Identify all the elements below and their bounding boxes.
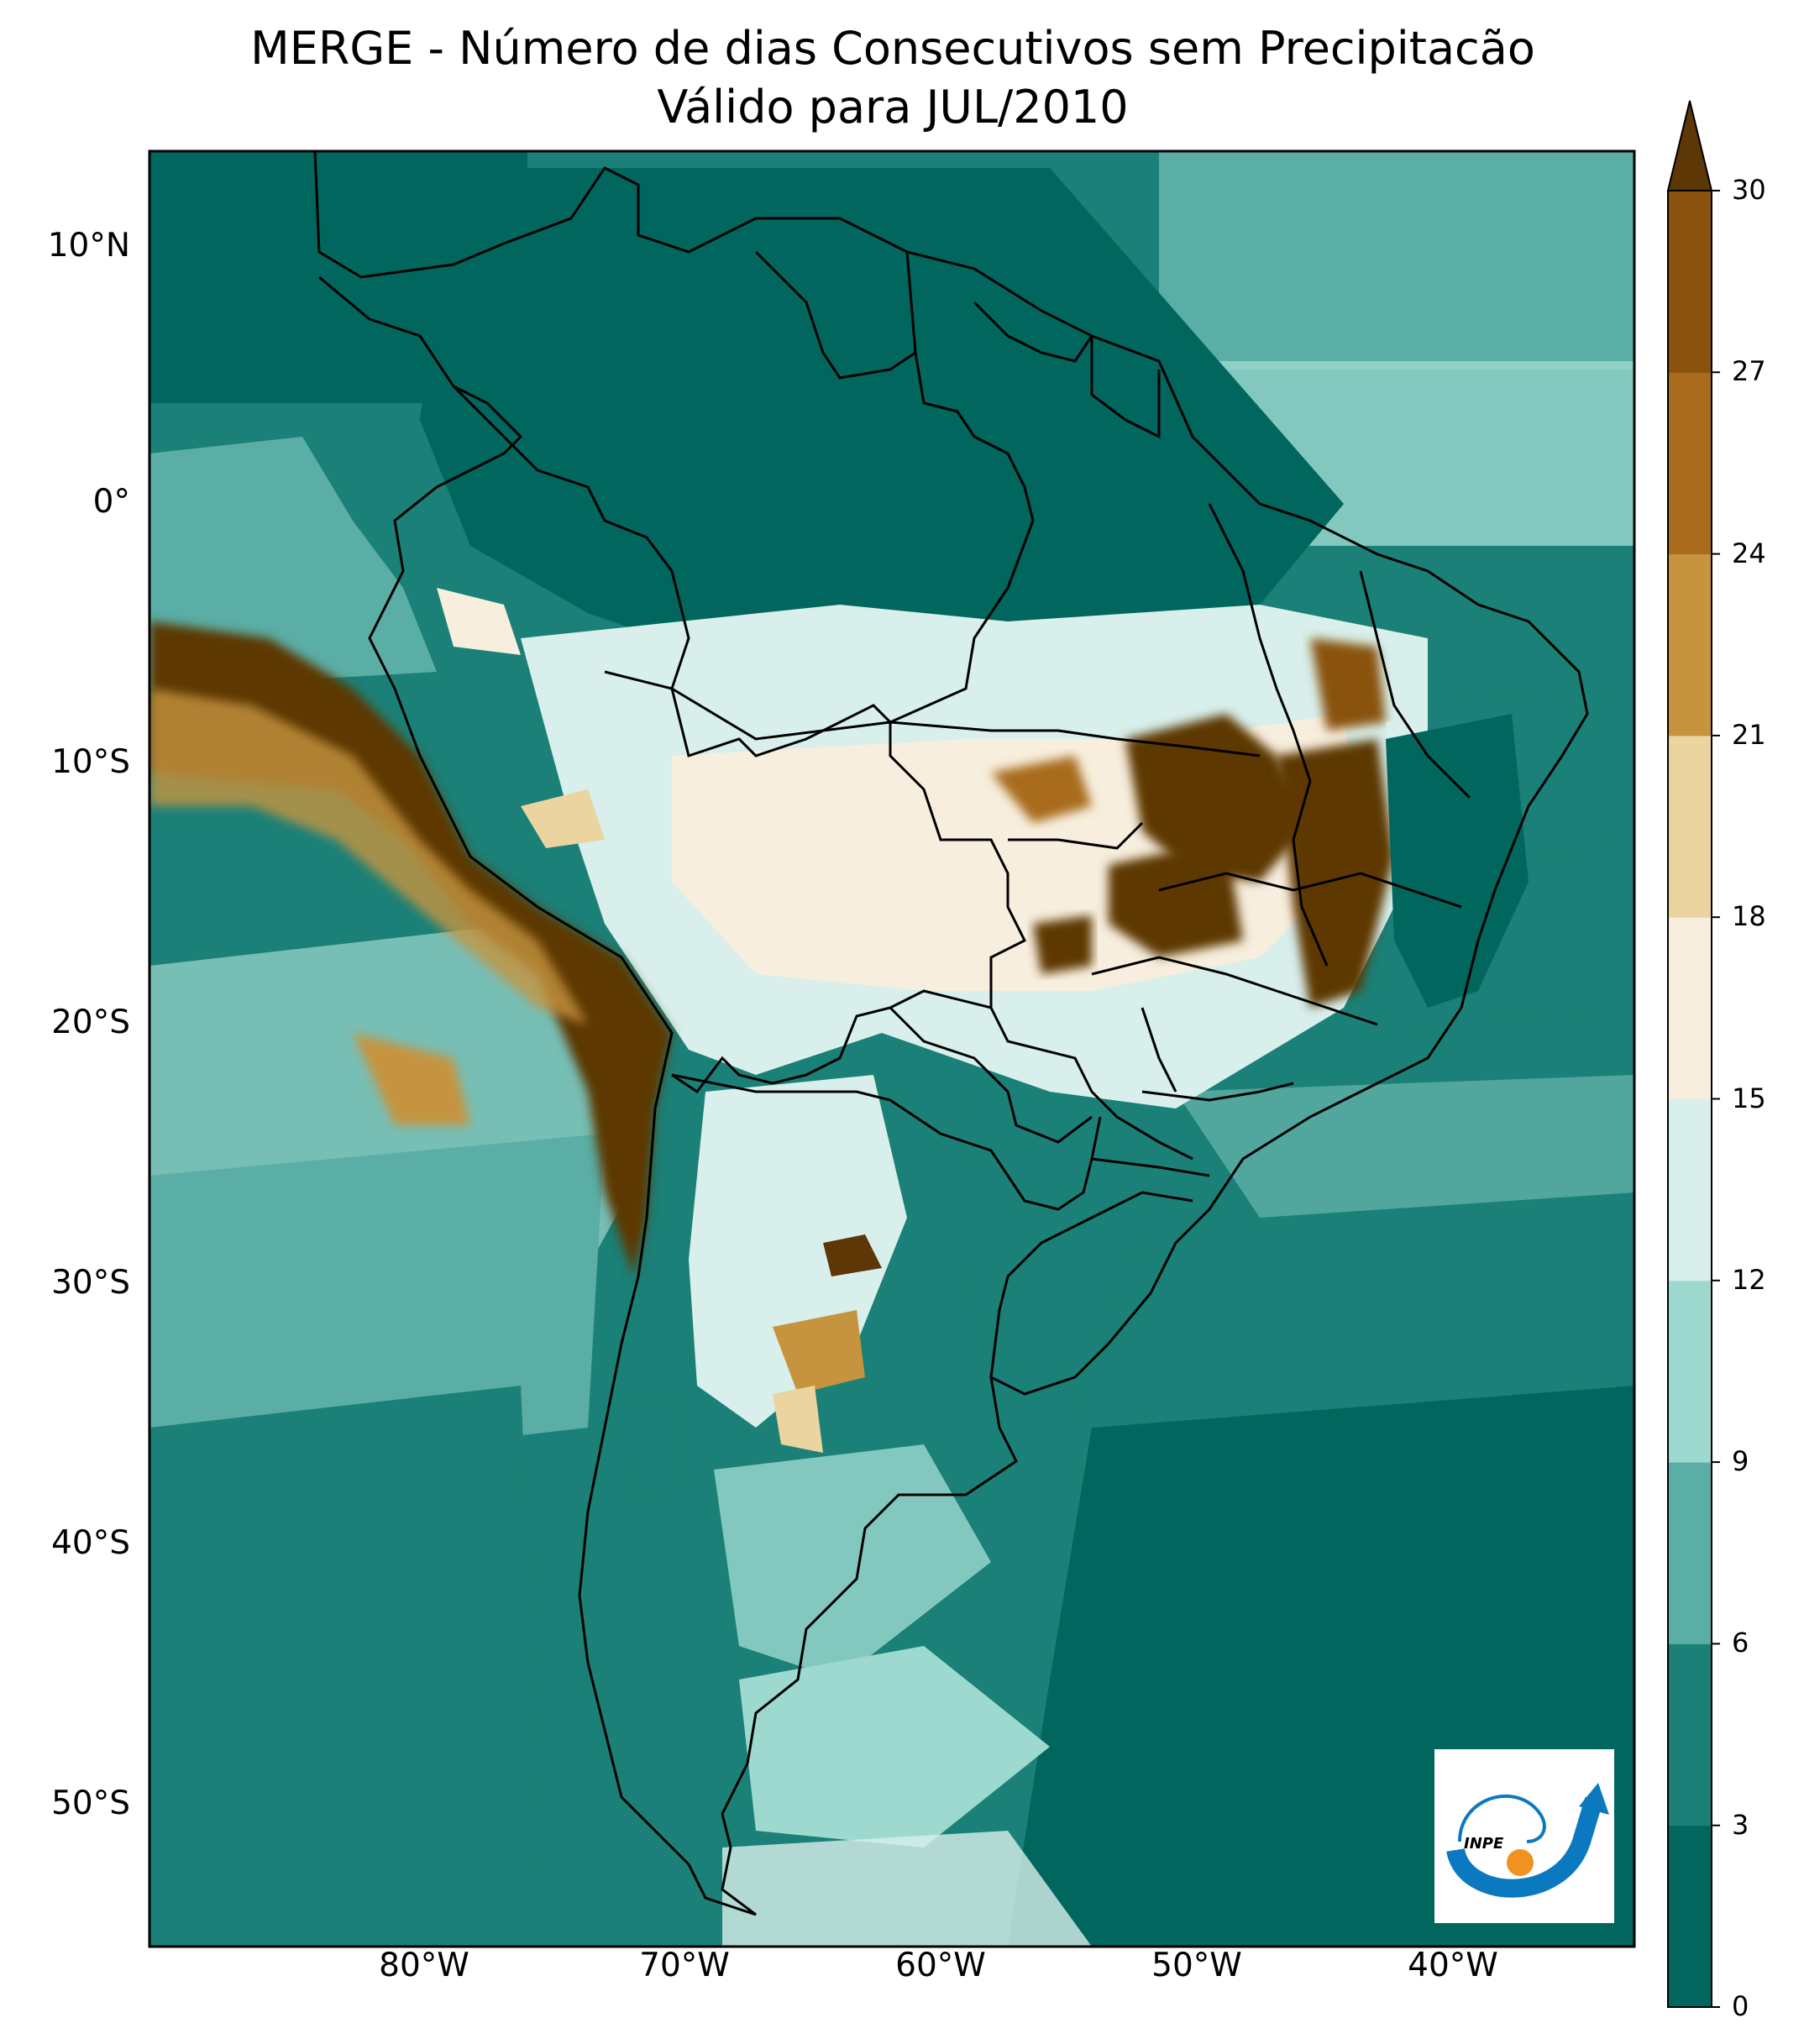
colorbar-segment bbox=[1668, 553, 1712, 736]
lat-tick-label: 50°S bbox=[51, 1785, 130, 1822]
colorbar-tick-label: 24 bbox=[1732, 537, 1766, 569]
country-borders bbox=[313, 151, 1589, 1916]
lat-tick-label: 40°S bbox=[51, 1524, 130, 1562]
lon-tick-label: 40°W bbox=[1408, 1947, 1498, 1984]
colorbar-segment bbox=[1668, 1825, 1712, 2008]
lat-tick-label: 10°N bbox=[47, 227, 130, 265]
lat-tick-label: 30°S bbox=[51, 1264, 130, 1302]
colorbar-segment bbox=[1668, 1098, 1712, 1281]
lat-tick-label: 10°S bbox=[51, 743, 130, 781]
colorbar-tick-label: 18 bbox=[1732, 900, 1766, 933]
inpe-logo-icon: INPE bbox=[1446, 1783, 1609, 1898]
precipitation-field bbox=[149, 151, 1634, 1947]
colorbar-tick-label: 15 bbox=[1732, 1082, 1766, 1114]
inpe-logo: INPE bbox=[1434, 1749, 1614, 1923]
colorbar-tick-label: 30 bbox=[1732, 174, 1766, 206]
colorbar-tick-label: 3 bbox=[1732, 1808, 1749, 1841]
colorbar-segment bbox=[1668, 191, 1712, 373]
lon-tick-label: 60°W bbox=[895, 1947, 986, 1984]
lon-tick-label: 80°W bbox=[379, 1947, 469, 1984]
colorbar-tick-label: 9 bbox=[1732, 1445, 1749, 1478]
logo-text: INPE bbox=[1464, 1835, 1504, 1853]
colorbar-segment bbox=[1668, 735, 1712, 918]
map-subtitle: Válido para JUL/2010 bbox=[657, 81, 1129, 134]
colorbar-segment bbox=[1668, 372, 1712, 555]
lat-tick-label: 0° bbox=[92, 483, 130, 521]
colorbar-tick-label: 27 bbox=[1732, 355, 1766, 388]
colorbar-segment bbox=[1668, 1280, 1712, 1463]
colorbar-segment bbox=[1668, 1643, 1712, 1826]
colorbar-segment bbox=[1668, 917, 1712, 1099]
colorbar-extend-arrow bbox=[1666, 100, 1713, 191]
map-title: MERGE - Número de dias Consecutivos sem … bbox=[250, 22, 1535, 75]
map-frame bbox=[148, 149, 1636, 1948]
colorbar bbox=[1666, 100, 1720, 2008]
colorbar-tick-label: 0 bbox=[1732, 1990, 1749, 2022]
colorbar-tick-label: 12 bbox=[1732, 1263, 1766, 1296]
lon-tick-label: 50°W bbox=[1151, 1947, 1242, 1984]
colorbar-tick-label: 21 bbox=[1732, 718, 1766, 751]
lat-tick-label: 20°S bbox=[51, 1004, 130, 1041]
colorbar-segment bbox=[1668, 1462, 1712, 1644]
lon-tick-label: 70°W bbox=[639, 1947, 730, 1984]
colorbar-tick-label: 6 bbox=[1732, 1627, 1749, 1659]
